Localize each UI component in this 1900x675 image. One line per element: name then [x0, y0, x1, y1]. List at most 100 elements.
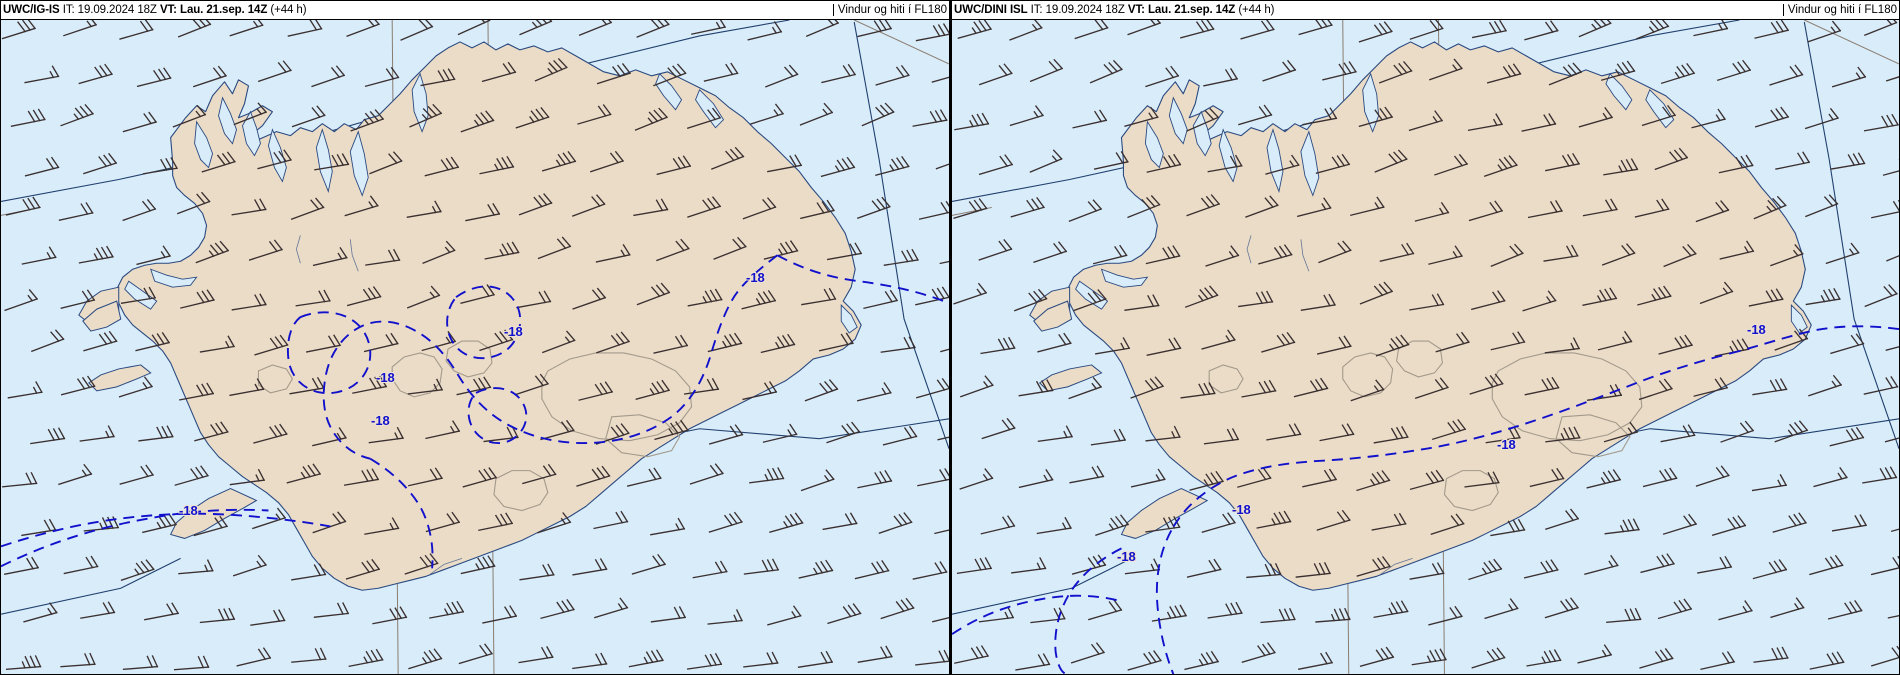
wind-barb — [312, 427, 347, 447]
wind-barb — [577, 104, 612, 125]
panel-right-vt-value: Lau. 21.sep. 14Z — [1147, 4, 1236, 16]
wind-barb — [1429, 58, 1463, 81]
wind-barb — [1203, 67, 1239, 87]
wind-barb — [1716, 59, 1752, 82]
wind-barb — [232, 554, 267, 577]
wind-barb — [1127, 650, 1162, 671]
wind-barb — [954, 112, 990, 131]
wind-barb — [1359, 281, 1394, 305]
wind-barb — [1813, 467, 1848, 488]
wind-barb — [1548, 62, 1583, 86]
wind-barb — [1464, 471, 1500, 488]
wind-barb — [122, 655, 159, 671]
wind-barb — [686, 653, 723, 670]
wind-barb — [912, 561, 948, 580]
wind-barb — [1804, 107, 1839, 130]
wind-barb — [1483, 155, 1518, 177]
wind-barb — [1890, 521, 1899, 533]
wind-barb — [193, 515, 228, 537]
wind-barb — [594, 597, 629, 619]
glacier-outlines-left — [257, 340, 693, 512]
wind-barb — [1095, 514, 1130, 536]
wind-barb — [760, 333, 796, 354]
wind-barb — [1180, 382, 1216, 399]
wind-barb — [462, 467, 498, 488]
wind-barb — [1830, 152, 1866, 170]
wind-barb — [650, 517, 686, 536]
wind-barb — [800, 469, 835, 492]
panel-left-model: UWC/IG-IS — [3, 4, 60, 16]
wind-barb — [800, 199, 835, 220]
wind-barb — [406, 285, 441, 309]
wind-barb — [482, 605, 518, 624]
wind-barb — [703, 62, 739, 82]
wind-barb — [935, 156, 949, 170]
wind-barb — [1887, 610, 1899, 619]
wind-barb — [1718, 600, 1753, 621]
wind-barb — [978, 606, 1015, 623]
wind-barb — [231, 198, 267, 216]
wind-barb — [978, 239, 1013, 261]
wind-barb — [229, 378, 265, 397]
wind-barb — [456, 376, 492, 396]
wind-barb — [596, 63, 631, 85]
wind-barb — [1693, 377, 1729, 397]
wind-barb — [576, 465, 611, 487]
wind-barb — [578, 381, 614, 401]
wind-barb — [978, 63, 1013, 86]
wind-barb — [192, 65, 227, 88]
wind-barb — [1471, 20, 1507, 39]
wind-barb — [1256, 510, 1292, 529]
wind-barb — [1597, 330, 1633, 351]
wind-barb — [1201, 512, 1236, 533]
wind-barb — [1207, 154, 1243, 173]
wind-barb — [1754, 20, 1790, 39]
wind-barb — [692, 560, 728, 579]
wind-barb — [457, 20, 491, 36]
wind-barb — [484, 241, 520, 260]
wind-barb — [1658, 334, 1693, 355]
wind-barb — [1356, 470, 1391, 492]
wind-barb — [742, 381, 778, 401]
wind-barb — [1870, 645, 1899, 667]
wind-barb — [78, 63, 113, 85]
wind-barb — [917, 468, 949, 487]
isotherm-label: -18 — [746, 270, 765, 285]
wind-barb — [1350, 196, 1385, 217]
wind-barb — [1718, 154, 1754, 174]
panel-right-map-svg — [952, 20, 1899, 674]
wind-barb — [749, 467, 785, 484]
wind-barb — [537, 236, 572, 260]
wind-barb — [60, 375, 96, 396]
wind-barb — [589, 150, 624, 173]
wind-barb — [915, 649, 949, 666]
wind-barb — [578, 20, 613, 36]
wind-barb — [1009, 20, 1043, 41]
wind-barb — [1238, 104, 1273, 126]
wind-barb — [628, 649, 664, 668]
wind-barb — [769, 512, 804, 534]
wind-barb — [1322, 61, 1357, 81]
wind-barb — [24, 65, 60, 84]
wind-barb — [345, 558, 381, 580]
wind-barb — [229, 468, 266, 486]
wind-barb — [1266, 423, 1302, 441]
wind-barb — [1186, 107, 1220, 132]
wind-barb — [289, 376, 325, 395]
wind-barb — [201, 151, 236, 173]
fjords-right — [1075, 72, 1808, 334]
wind-barb — [934, 524, 949, 535]
wind-barb — [857, 470, 893, 489]
wind-barb — [1296, 197, 1332, 218]
wind-barb — [1691, 108, 1726, 129]
wind-barb — [1885, 69, 1899, 82]
wind-barb — [1037, 332, 1072, 353]
wind-barb — [856, 382, 892, 402]
wind-barb — [767, 605, 802, 626]
wind-barb — [1754, 106, 1790, 128]
wind-barb — [1350, 379, 1385, 402]
wind-barb — [953, 282, 988, 305]
wind-barb — [1315, 607, 1351, 623]
wind-barb — [1809, 651, 1845, 670]
wind-barb — [571, 194, 606, 217]
